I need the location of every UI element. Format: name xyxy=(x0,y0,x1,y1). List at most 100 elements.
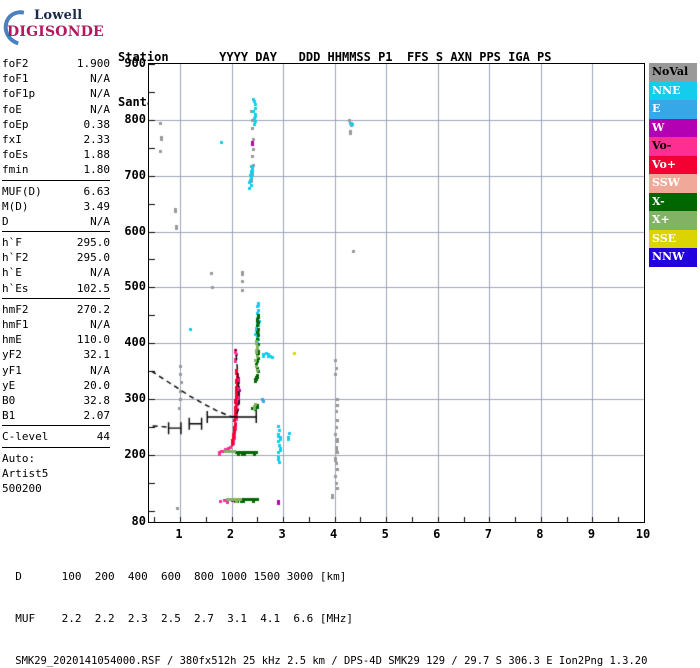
x-tick-7: 7 xyxy=(473,527,503,541)
param-row: foF2 1.900 xyxy=(2,56,110,71)
x-tick-1: 1 xyxy=(164,527,194,541)
param-row: yE 20.0 xyxy=(2,378,110,393)
x-tick-9: 9 xyxy=(576,527,606,541)
param-key: foF2 xyxy=(2,56,29,71)
y-tick-300: 300 xyxy=(106,391,146,405)
param-row: yF2 32.1 xyxy=(2,347,110,362)
param-row: MUF(D) 6.63 xyxy=(2,184,110,199)
param-group-4: C-level 44 xyxy=(2,429,110,447)
auto-scaler-line: 500200 xyxy=(2,481,110,496)
footer-muf-row: MUF 2.2 2.2 2.3 2.5 2.7 3.1 4.1 6.6 [MHz… xyxy=(15,612,353,625)
param-group-2: h`F 295.0 h`F2 295.0 h`E N/A h`Es 102.5 xyxy=(2,235,110,299)
y-axis-labels: 80 200 300 400 500 600 700 800 900 xyxy=(100,55,146,535)
x-tick-6: 6 xyxy=(422,527,452,541)
param-key: h`F2 xyxy=(2,250,29,265)
param-key: B0 xyxy=(2,393,15,408)
param-row: h`E N/A xyxy=(2,265,110,280)
x-tick-2: 2 xyxy=(216,527,246,541)
y-tick-900: 900 xyxy=(106,56,146,70)
param-row: fmin 1.80 xyxy=(2,162,110,177)
x-tick-3: 3 xyxy=(267,527,297,541)
param-row: foF1p N/A xyxy=(2,86,110,101)
param-key: foE xyxy=(2,102,22,117)
param-key: yF2 xyxy=(2,347,22,362)
logo-lowell-text: Lowell xyxy=(34,8,82,23)
param-key: foF1 xyxy=(2,71,29,86)
param-key: h`F xyxy=(2,235,22,250)
footer-distance-row: D 100 200 400 600 800 1000 1500 3000 [km… xyxy=(15,570,346,583)
legend-item-w[interactable]: W xyxy=(649,119,697,138)
legend-item-ssw[interactable]: SSW xyxy=(649,174,697,193)
legend-item-sse[interactable]: SSE xyxy=(649,230,697,249)
legend-item-vo-[interactable]: Vo+ xyxy=(649,156,697,175)
ionogram-parameter-panel: foF2 1.900 foF1 N/A foF1p N/A foE N/A foEp 0.38 fx… xyxy=(2,56,110,501)
footer-info: D 100 200 400 600 800 1000 1500 3000 [km… xyxy=(2,556,647,668)
legend-item-nnw[interactable]: NNW xyxy=(649,248,697,267)
param-row: D N/A xyxy=(2,214,110,229)
auto-scaler-line: Artist5 xyxy=(2,466,110,481)
legend-item-x-[interactable]: X+ xyxy=(649,211,697,230)
param-key: foEp xyxy=(2,117,29,132)
param-key: B1 xyxy=(2,408,15,423)
x-tick-5: 5 xyxy=(370,527,400,541)
param-key: yE xyxy=(2,378,15,393)
y-tick-800: 800 xyxy=(106,112,146,126)
param-row: hmE 110.0 xyxy=(2,332,110,347)
param-group-3: hmF2 270.2 hmF1 N/A hmE 110.0 yF2 32.1 yF1 N/A yE 2… xyxy=(2,302,110,427)
param-row: h`F 295.0 xyxy=(2,235,110,250)
ionogram-canvas[interactable] xyxy=(149,64,644,522)
param-row: foEp 0.38 xyxy=(2,117,110,132)
y-tick-80: 80 xyxy=(106,514,146,528)
param-row: B0 32.8 xyxy=(2,393,110,408)
lowell-digisonde-logo: Lowell DIGISONDE xyxy=(4,8,100,42)
param-row: h`F2 295.0 xyxy=(2,250,110,265)
param-row: B1 2.07 xyxy=(2,408,110,423)
param-key: foEs xyxy=(2,147,29,162)
param-key: h`E xyxy=(2,265,22,280)
param-row: yF1 N/A xyxy=(2,363,110,378)
legend-item-x-[interactable]: X- xyxy=(649,193,697,212)
param-key: h`Es xyxy=(2,281,29,296)
param-row: fxI 2.33 xyxy=(2,132,110,147)
param-row: foE N/A xyxy=(2,102,110,117)
x-tick-8: 8 xyxy=(525,527,555,541)
direction-legend: NoVal NNE E W Vo- Vo+ SSW X- X+ SSE NNW xyxy=(649,63,697,267)
param-key: hmF1 xyxy=(2,317,29,332)
param-key: yF1 xyxy=(2,363,22,378)
legend-item-nne[interactable]: NNE xyxy=(649,82,697,101)
x-axis-labels: 1 2 3 4 5 6 7 8 9 10 xyxy=(130,527,670,547)
param-key: hmF2 xyxy=(2,302,29,317)
param-group-1: MUF(D) 6.63 M(D) 3.49 D N/A xyxy=(2,184,110,233)
legend-item-vo-[interactable]: Vo- xyxy=(649,137,697,156)
param-row: h`Es 102.5 xyxy=(2,281,110,296)
footer-file-row: SMK29_2020141054000.RSF / 380fx512h 25 k… xyxy=(15,655,647,667)
param-key: fmin xyxy=(2,162,29,177)
param-key: hmE xyxy=(2,332,22,347)
logo-digisonde-text: DIGISONDE xyxy=(7,24,104,40)
y-tick-500: 500 xyxy=(106,279,146,293)
x-tick-10: 10 xyxy=(628,527,658,541)
param-row: hmF2 270.2 xyxy=(2,302,110,317)
auto-scaler-line: Auto: xyxy=(2,451,110,466)
param-key: fxI xyxy=(2,132,22,147)
legend-item-noval[interactable]: NoVal xyxy=(649,63,697,82)
param-key: M(D) xyxy=(2,199,29,214)
ionogram-plot[interactable] xyxy=(148,63,645,523)
param-row: M(D) 3.49 xyxy=(2,199,110,214)
y-tick-700: 700 xyxy=(106,168,146,182)
param-row: C-level 44 xyxy=(2,429,110,444)
auto-scaler-info: Auto: Artist5 500200 xyxy=(2,451,110,499)
param-row: foF1 N/A xyxy=(2,71,110,86)
legend-item-e[interactable]: E xyxy=(649,100,697,119)
param-group-0: foF2 1.900 foF1 N/A foF1p N/A foE N/A foEp 0.38 fx… xyxy=(2,56,110,181)
param-row: hmF1 N/A xyxy=(2,317,110,332)
x-tick-4: 4 xyxy=(319,527,349,541)
param-row: foEs 1.88 xyxy=(2,147,110,162)
y-tick-400: 400 xyxy=(106,335,146,349)
y-tick-600: 600 xyxy=(106,224,146,238)
param-key: foF1p xyxy=(2,86,35,101)
y-tick-200: 200 xyxy=(106,447,146,461)
param-key: MUF(D) xyxy=(2,184,42,199)
param-key: D xyxy=(2,214,9,229)
param-key: C-level xyxy=(2,429,48,444)
